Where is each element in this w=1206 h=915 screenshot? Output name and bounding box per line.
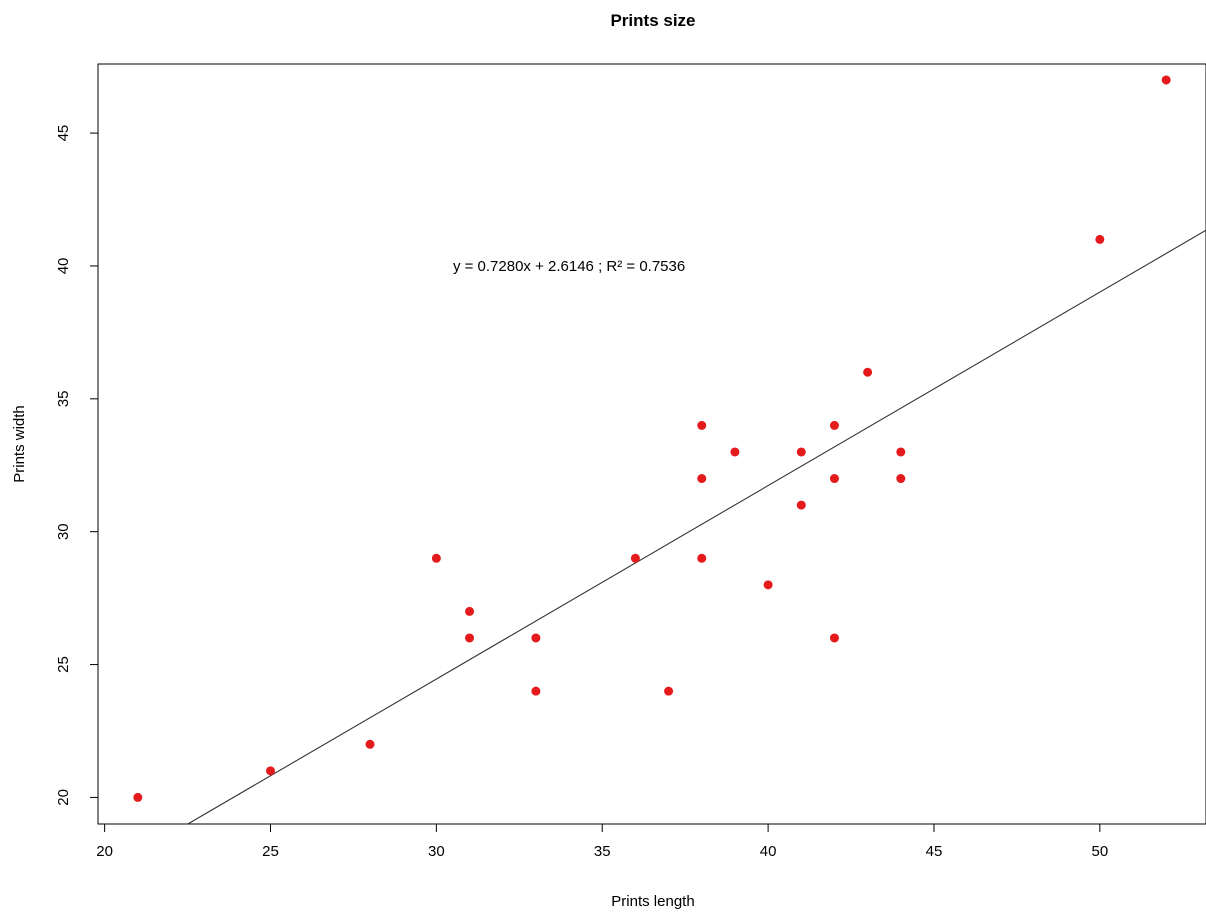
regression-line xyxy=(187,229,1206,825)
x-ticks: 20 25 30 35 40 45 50 xyxy=(96,824,1108,860)
x-tick-label: 30 xyxy=(428,843,445,860)
data-point xyxy=(697,553,707,563)
y-axis-label: Prints width xyxy=(11,405,28,483)
data-point xyxy=(829,633,839,643)
x-tick-label: 20 xyxy=(96,843,113,860)
y-ticks: 20 25 30 35 40 45 xyxy=(55,125,98,806)
x-axis-label: Prints length xyxy=(611,893,694,910)
data-point xyxy=(829,420,839,430)
data-point xyxy=(796,447,806,457)
x-tick-label: 45 xyxy=(926,843,943,860)
data-point xyxy=(1095,234,1105,244)
data-points xyxy=(133,75,1171,802)
data-point xyxy=(796,500,806,510)
data-point xyxy=(896,474,906,484)
data-point xyxy=(465,606,475,616)
data-point xyxy=(531,686,541,696)
data-point xyxy=(1161,75,1171,85)
y-tick-label: 25 xyxy=(55,656,72,673)
data-point xyxy=(863,367,873,377)
y-tick-label: 45 xyxy=(55,125,72,142)
data-point xyxy=(431,553,441,563)
data-point xyxy=(697,474,707,484)
y-tick-label: 35 xyxy=(55,390,72,407)
chart-title: Prints size xyxy=(610,11,695,30)
regression-annotation: y = 0.7280x + 2.6146 ; R² = 0.7536 xyxy=(453,258,685,275)
data-point xyxy=(133,792,143,802)
y-tick-label: 30 xyxy=(55,523,72,540)
y-tick-label: 40 xyxy=(55,258,72,275)
x-tick-label: 50 xyxy=(1092,843,1109,860)
data-point xyxy=(763,580,773,590)
data-point xyxy=(630,553,640,563)
data-point xyxy=(531,633,541,643)
data-point xyxy=(896,447,906,457)
x-tick-label: 35 xyxy=(594,843,611,860)
data-point xyxy=(664,686,674,696)
x-tick-label: 25 xyxy=(262,843,279,860)
regression-line-group xyxy=(187,229,1206,825)
data-point xyxy=(697,420,707,430)
data-point xyxy=(465,633,475,643)
x-tick-label: 40 xyxy=(760,843,777,860)
plot-frame xyxy=(97,63,1206,825)
data-point xyxy=(829,474,839,484)
data-point xyxy=(365,739,375,749)
data-point xyxy=(266,766,276,776)
y-tick-label: 20 xyxy=(55,789,72,806)
data-point xyxy=(730,447,740,457)
